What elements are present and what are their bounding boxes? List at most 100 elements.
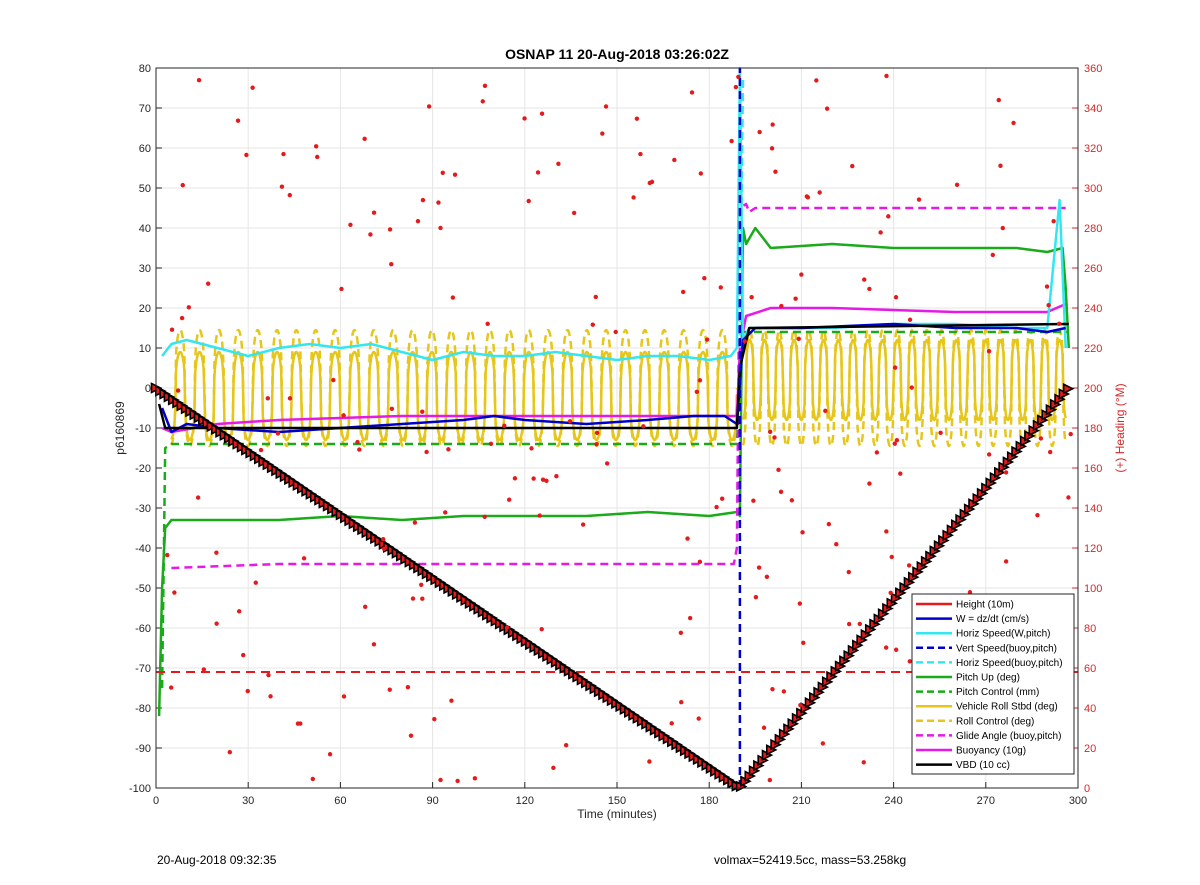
heading-dot: [410, 596, 416, 601]
y-tick-label: 50: [139, 183, 151, 195]
heading-dot: [986, 452, 992, 457]
x-tick-label: 0: [153, 795, 159, 807]
heading-dot: [482, 514, 487, 519]
y2-tick-label: 220: [1084, 343, 1102, 355]
heading-dot: [506, 497, 512, 502]
heading-dot: [438, 225, 443, 231]
heading-dot: [449, 698, 454, 703]
y-tick-label: -50: [135, 583, 151, 595]
y-tick-label: 60: [139, 143, 151, 155]
heading-dot: [826, 521, 832, 527]
y2-tick-label: 320: [1084, 143, 1102, 155]
heading-dot: [641, 424, 646, 429]
legend-label: Horiz Speed(W,pitch): [956, 629, 1050, 640]
heading-dot: [420, 596, 425, 601]
heading-dot: [893, 295, 899, 300]
heading-dot: [279, 184, 285, 189]
heading-dot: [800, 530, 805, 535]
y-tick-label: 70: [139, 103, 151, 115]
y2-axis-label: (+) Heading (°M): [1113, 383, 1127, 472]
y-tick-label: 40: [139, 223, 151, 235]
heading-dot: [544, 478, 549, 484]
heading-dot: [773, 169, 778, 174]
heading-dot: [452, 172, 458, 177]
heading-dot: [769, 146, 775, 151]
heading-dot: [535, 170, 541, 175]
heading-dot: [753, 594, 759, 600]
series-pitch-up-deg: [157, 226, 1071, 717]
heading-dot: [996, 97, 1001, 103]
y-tick-label: -90: [135, 743, 151, 755]
heading-dot: [729, 138, 734, 144]
heading-dot: [817, 190, 822, 195]
heading-dot: [287, 396, 293, 401]
heading-dot: [883, 645, 889, 650]
heading-dot: [432, 716, 437, 722]
heading-dot: [834, 542, 839, 547]
heading-dot: [770, 122, 775, 127]
y2-tick-label: 60: [1084, 663, 1096, 675]
heading-dot: [862, 277, 867, 282]
heading-dot: [168, 685, 174, 690]
heading-dot: [669, 721, 674, 726]
y-tick-label: 10: [139, 343, 151, 355]
heading-dot: [180, 182, 185, 188]
heading-dot: [798, 702, 803, 708]
heading-dot: [884, 73, 889, 79]
heading-dot: [227, 749, 233, 755]
heading-dot: [590, 322, 595, 327]
y-tick-label: -10: [135, 423, 151, 435]
heading-dot: [857, 621, 862, 627]
y-tick-label: 30: [139, 263, 151, 275]
heading-dot: [990, 252, 995, 258]
heading-dot: [799, 272, 804, 277]
y2-tick-label: 20: [1084, 743, 1096, 755]
y-tick-label: -40: [135, 543, 151, 555]
heading-dot: [1011, 120, 1016, 126]
y2-tick-label: 120: [1084, 543, 1102, 555]
x-tick-labels: 0 30 60 90 120 150 180 210 240 270 300: [153, 795, 1087, 807]
heading-dot: [165, 552, 170, 558]
heading-dot: [697, 378, 703, 383]
heading-dot: [412, 520, 418, 525]
heading-dot: [348, 222, 353, 228]
heading-dot: [363, 604, 368, 610]
heading-dot: [362, 136, 367, 142]
y-tick-label: -80: [135, 703, 151, 715]
heading-dot: [954, 182, 960, 187]
heading-dot: [567, 419, 573, 424]
y2-tick-label: 340: [1084, 103, 1102, 115]
y-tick-label: -30: [135, 503, 151, 515]
heading-dot: [512, 476, 518, 481]
heading-dot: [341, 413, 346, 418]
heading-dot: [179, 315, 185, 321]
heading-dot: [638, 151, 643, 157]
heading-dot: [593, 294, 598, 300]
heading-dot: [241, 652, 246, 658]
heading-dot: [504, 625, 510, 630]
x-tick-label: 240: [884, 795, 902, 807]
legend-label: Glide Angle (buoy,pitch): [956, 731, 1061, 742]
legend-label: Pitch Control (mm): [956, 687, 1039, 698]
y-tick-label: 80: [139, 63, 151, 75]
heading-dot: [680, 289, 686, 295]
heading-dot: [526, 198, 531, 204]
heading-dot: [438, 777, 443, 783]
heading-dot: [764, 574, 770, 579]
heading-dot: [892, 365, 898, 370]
legend-box: [911, 593, 1075, 775]
heading-dot: [1000, 225, 1006, 231]
heading-dot: [420, 409, 425, 414]
heading-dot: [907, 317, 913, 322]
heading-dot: [539, 627, 544, 632]
heading-dot: [846, 621, 852, 627]
heading-dot: [253, 580, 258, 585]
heading-dot: [436, 200, 441, 205]
heading-dot: [169, 327, 175, 332]
heading-dot: [485, 321, 490, 327]
x-axis-label: Time (minutes): [577, 807, 657, 821]
heading-dot: [694, 389, 700, 395]
heading-dot: [1047, 449, 1053, 455]
heading-dot: [861, 760, 866, 765]
